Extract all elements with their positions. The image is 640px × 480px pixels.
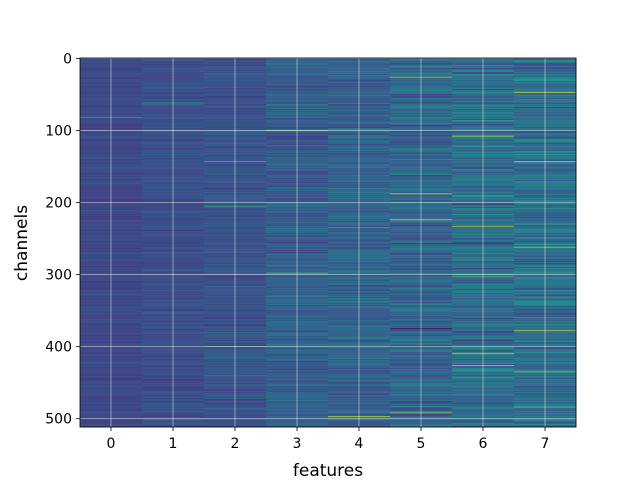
x-axis-label: features	[293, 461, 363, 480]
grid-lines	[80, 57, 576, 427]
y-axis-ticks: 0 100 200 300 400 500	[45, 51, 80, 428]
x-tick-label: 4	[355, 436, 364, 452]
x-tick-label: 2	[231, 436, 240, 452]
y-axis-label: channels	[12, 205, 32, 281]
x-tick-label: 3	[293, 436, 302, 452]
heatmap-cells	[80, 58, 577, 428]
x-tick-label: 6	[479, 436, 488, 452]
y-tick-label: 100	[45, 123, 72, 139]
y-tick-label: 500	[45, 412, 72, 428]
y-tick-label: 200	[45, 196, 72, 212]
x-tick-label: 1	[169, 436, 178, 452]
y-tick-label: 300	[45, 268, 72, 284]
x-tick-label: 7	[541, 436, 550, 452]
x-tick-label: 0	[107, 436, 116, 452]
x-axis-ticks: 0 1 2 3 4 5 6 7	[107, 427, 550, 452]
plot-frame	[79, 57, 577, 428]
y-tick-label: 400	[45, 340, 72, 356]
x-tick-label: 5	[417, 436, 426, 452]
y-tick-label: 0	[63, 51, 72, 67]
